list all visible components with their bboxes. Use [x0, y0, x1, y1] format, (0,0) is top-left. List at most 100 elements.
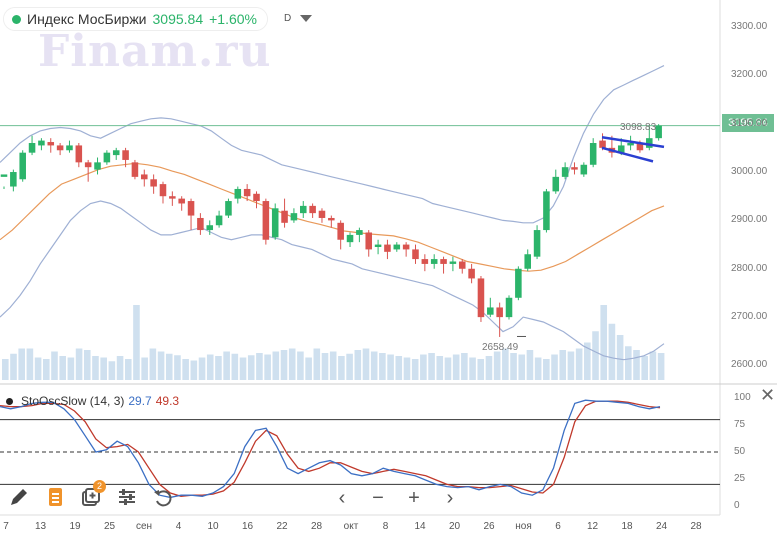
undo-icon	[154, 490, 172, 507]
volume-bar	[428, 353, 435, 380]
zoom-out-button[interactable]: −	[372, 486, 384, 509]
volume-bar	[165, 353, 173, 380]
volume-bar	[239, 357, 247, 380]
volume-bar	[411, 359, 419, 380]
candle-body	[412, 249, 419, 260]
volume-bar	[305, 357, 312, 380]
pencil-button[interactable]	[6, 484, 32, 510]
candle-body	[430, 259, 438, 264]
volume-bar	[338, 356, 345, 380]
price-tick-label: 2700.00	[731, 311, 768, 323]
x-tick-label: 8	[382, 521, 389, 532]
volume-bar	[575, 348, 583, 380]
x-tick-label: 20	[448, 521, 461, 532]
last-price: 3095.84	[152, 11, 204, 27]
volume-bar	[83, 350, 91, 380]
instrument-header[interactable]: Индекс МосБиржи 3095.84 +1.60%	[4, 8, 267, 30]
volume-bar	[206, 354, 214, 380]
x-tick-label: 19	[69, 521, 81, 532]
instrument-name: Индекс МосБиржи	[27, 11, 147, 27]
scroll-right-button[interactable]: ›	[446, 486, 454, 509]
scroll-left-button[interactable]: ‹	[338, 486, 346, 509]
volume-bar	[551, 354, 558, 380]
status-dot-icon	[12, 14, 21, 24]
indicator-name: StoOscSlow (14, 3)	[21, 394, 125, 408]
candle-body	[468, 268, 475, 279]
candle-body	[299, 205, 307, 214]
candle-body	[646, 138, 653, 148]
trend-channel-upper	[601, 135, 665, 149]
watermark: Finam.ru	[38, 26, 272, 77]
add-indicator-button[interactable]: 2	[78, 480, 106, 510]
volume-bar	[469, 357, 476, 380]
x-tick-label: 25	[103, 521, 116, 532]
candle-body	[84, 162, 92, 168]
candle-body	[365, 232, 373, 250]
volume-bar	[124, 359, 132, 380]
volume-bar	[133, 305, 140, 380]
volume-bar	[526, 350, 534, 380]
volume-bar	[633, 350, 640, 380]
bollinger-upper-line	[0, 65, 665, 224]
document-icon	[49, 488, 62, 506]
moving-average-line	[0, 162, 665, 272]
volume-bar	[26, 348, 34, 380]
orders-button[interactable]	[42, 484, 68, 510]
candle-body	[169, 196, 176, 199]
volume-bar	[534, 357, 542, 380]
volume-bar	[625, 346, 632, 380]
candle-body	[215, 215, 223, 226]
volume-bar	[321, 353, 329, 380]
volume-bar	[600, 305, 608, 380]
volume-bar	[92, 356, 99, 380]
candle-body	[393, 244, 401, 250]
x-tick-label: 6	[555, 521, 561, 532]
volume-bar	[288, 348, 296, 380]
candle-body	[589, 143, 597, 165]
high-annotation: 3098.83	[620, 122, 657, 134]
settings-sliders-button[interactable]	[114, 484, 140, 510]
undo-button[interactable]	[150, 484, 176, 510]
price-change: +1.60%	[209, 11, 257, 27]
candle-body	[56, 145, 64, 151]
candle-body	[309, 205, 316, 214]
osc-tick-label: 25	[734, 473, 746, 484]
candle-body	[206, 225, 214, 231]
timeframe-label[interactable]: D	[284, 13, 292, 24]
volume-bar	[59, 356, 66, 380]
sliders-icon	[119, 489, 135, 505]
candle-body	[374, 244, 382, 247]
volume-bar	[174, 355, 181, 380]
volume-bar	[18, 348, 25, 380]
volume-bar	[420, 354, 427, 380]
chevron-down-icon[interactable]	[300, 15, 312, 22]
osc-tick-label: 50	[734, 446, 746, 457]
volume-bar	[100, 357, 107, 380]
candle-body	[225, 201, 232, 216]
volume-bar	[477, 359, 485, 380]
x-tick-label: 26	[483, 521, 495, 532]
candle-body	[477, 278, 485, 318]
volume-bar	[543, 359, 550, 380]
volume-bar	[649, 351, 657, 380]
x-tick-label: 14	[414, 521, 426, 532]
x-tick-label: 28	[690, 521, 702, 532]
volume-bar	[436, 356, 444, 380]
volume-bar	[403, 357, 411, 380]
volume-bar	[313, 348, 321, 380]
x-tick-label: 4	[175, 521, 182, 532]
candle-body	[103, 152, 111, 163]
volume-bar	[657, 353, 665, 380]
volume-bar	[502, 348, 509, 380]
osc-tick-label: 0	[734, 500, 740, 511]
volume-bar	[452, 354, 460, 380]
candle-body	[402, 244, 410, 250]
candle-body	[627, 143, 634, 146]
candle-body	[356, 230, 363, 235]
close-indicator-icon[interactable]: ✕	[760, 385, 776, 405]
x-tick-label: 13	[34, 521, 47, 532]
zoom-in-button[interactable]: +	[408, 486, 420, 509]
bollinger-lower-line	[0, 200, 665, 361]
x-tick-label: 28	[310, 521, 323, 532]
